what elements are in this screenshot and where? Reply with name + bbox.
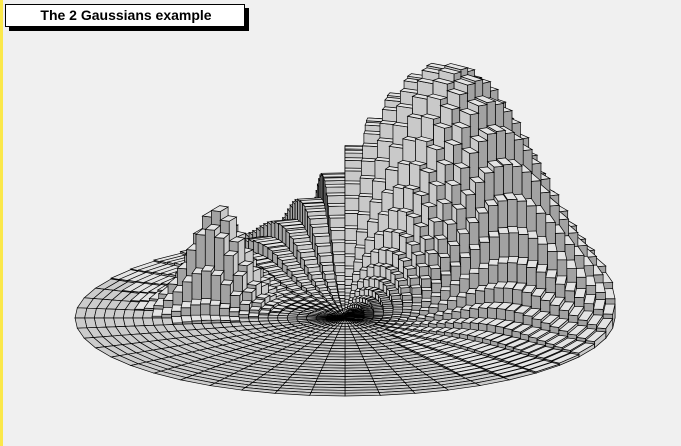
- left-edge-strip: [0, 0, 3, 446]
- title-box: The 2 Gaussians example: [5, 4, 245, 27]
- page-title: The 2 Gaussians example: [40, 7, 212, 23]
